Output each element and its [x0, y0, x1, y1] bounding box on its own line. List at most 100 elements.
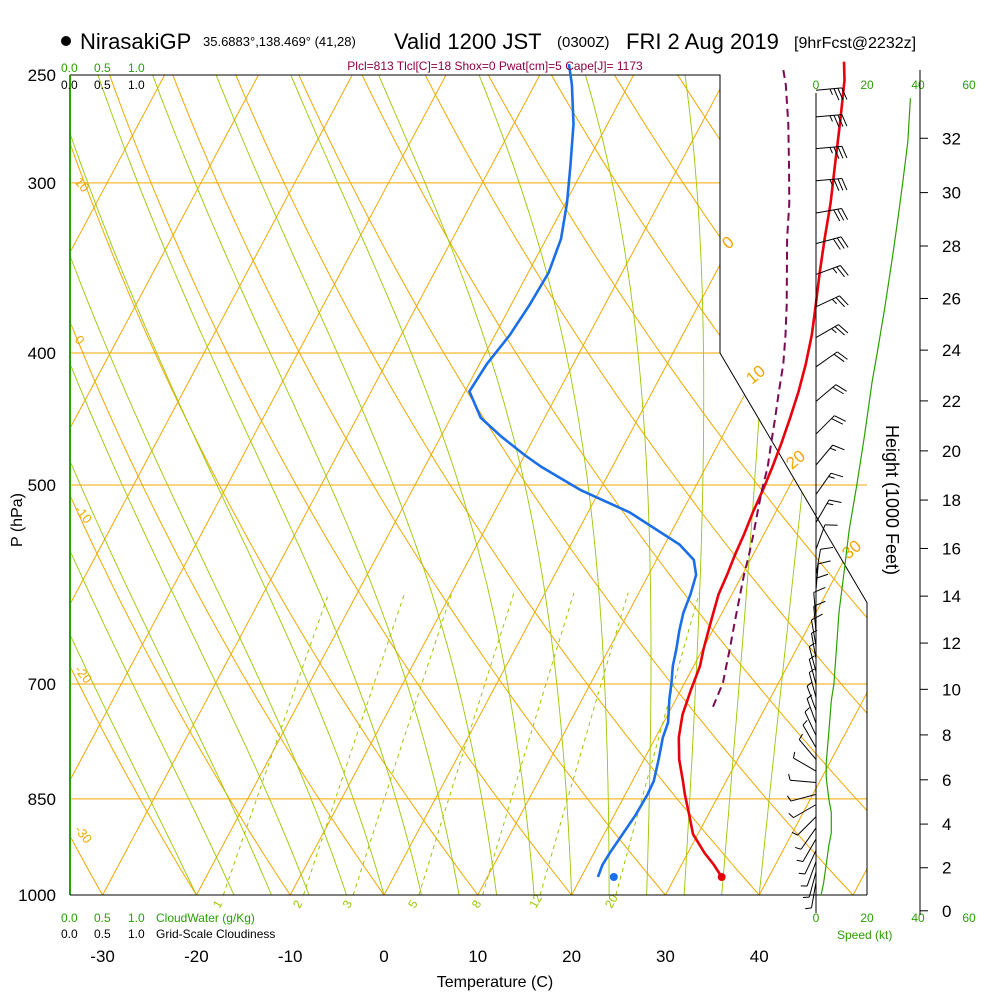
valid-date: FRI 2 Aug 2019: [626, 29, 779, 54]
isotherm-label: 10: [72, 174, 93, 195]
isotherm-label: -30: [72, 822, 96, 846]
theta-label: 20: [782, 446, 809, 473]
wind-barb: [813, 600, 826, 633]
temperature-tick-label: 10: [468, 947, 487, 966]
wind-barb-half-flag: [788, 773, 791, 781]
wind-barb-flag: [836, 237, 845, 249]
pressure-tick-label: 300: [28, 174, 56, 193]
isotherm-line: [852, 75, 867, 895]
moist-adiabat-line: [70, 75, 197, 895]
isotherm-line: [70, 75, 259, 895]
mixing-ratio-label: 2: [290, 897, 306, 910]
height-tick-label: 24: [942, 341, 961, 360]
wind-barb-flag: [811, 613, 823, 621]
wind-barb-flag: [837, 178, 844, 191]
height-tick-label: 12: [942, 634, 961, 653]
dry-adiabat-line: [424, 75, 867, 895]
wind-barb-staff: [793, 804, 817, 819]
wind-barb-flag: [841, 87, 848, 100]
cloud-water-label: CloudWater (g/Kg): [156, 911, 255, 925]
temperature-tick-label: 20: [562, 947, 581, 966]
moist-adiabat-line: [70, 75, 347, 895]
moist-adiabat-line: [584, 75, 652, 895]
wind-barb-staff: [806, 698, 817, 724]
station-dot-icon: [61, 36, 71, 46]
wind-barb-half-flag: [826, 502, 834, 506]
wind-barb-half-flag: [794, 846, 802, 850]
wind-barb: [815, 524, 838, 550]
data-layer: [467, 61, 846, 881]
moist-adiabat-line: [378, 75, 573, 895]
wind-barb-half-flag: [800, 885, 808, 887]
mixing-ratio-line: [482, 592, 575, 895]
wind-barb: [815, 324, 849, 339]
cloudwater-top-tick: 0.0: [61, 61, 78, 75]
isotherm-line: [664, 75, 867, 895]
moist-adiabat-line: [70, 75, 310, 895]
cloudwater-bottom-tick: 1.0: [128, 911, 145, 925]
wind-barb-staff: [810, 619, 817, 646]
wind-barb-staff: [797, 816, 817, 836]
wind-barb-half-flag: [806, 694, 813, 700]
wind-barb-flag: [832, 238, 841, 250]
cloudiness-bottom-tick: 0.0: [61, 927, 78, 941]
wind-barb-staff: [815, 563, 819, 590]
wind-barb-staff: [806, 861, 817, 887]
wind-barb-flag: [833, 115, 840, 128]
mixing-ratio-label: 5: [405, 897, 421, 910]
moist-adiabat-line: [97, 75, 422, 895]
wind-barb-staff: [813, 606, 817, 633]
wind-barb-staff: [815, 295, 840, 308]
height-tick-label: 18: [942, 491, 961, 510]
wind-barb: [815, 351, 848, 368]
wind-speed-label: Speed (kt): [837, 928, 892, 942]
dry-adiabat-line: [70, 75, 291, 895]
wind-barb-half-flag: [832, 267, 838, 274]
height-tick-label: 14: [942, 587, 961, 606]
moist-adiabat-line: [70, 75, 272, 895]
wind-barb-flag: [841, 114, 848, 127]
wind-barb: [788, 804, 817, 819]
wind-barb-half-flag: [806, 681, 813, 687]
wind-barb-staff: [815, 87, 842, 91]
wind-speed-top-tick: 20: [860, 78, 874, 92]
wind-barb-staff: [815, 384, 837, 402]
wind-barb-flag: [837, 114, 844, 127]
moist-adiabat-line: [215, 75, 498, 895]
wind-barb: [815, 145, 848, 159]
wind-barb-staff: [815, 324, 839, 339]
wind-barb-staff: [802, 724, 817, 748]
theta-label: 30: [838, 536, 865, 563]
wind-barb-flag: [839, 295, 849, 306]
wind-barb-flag: [832, 386, 844, 395]
isotherm-line: [571, 75, 867, 895]
wind-barb-half-flag: [805, 907, 812, 910]
wind-barb-half-flag: [802, 719, 808, 726]
wind-barb: [804, 707, 817, 736]
mixing-ratio-line: [418, 592, 515, 895]
theta-label: 0: [718, 232, 737, 253]
wind-speed-top-tick: 0: [813, 78, 820, 92]
wind-barb: [815, 573, 829, 605]
height-tick-label: 26: [942, 290, 961, 309]
height-tick-label: 2: [942, 859, 951, 878]
mixing-ratio-line: [352, 592, 453, 895]
wind-barb: [815, 208, 849, 222]
wind-barb-flag: [818, 560, 831, 565]
wind-barb-staff: [815, 549, 822, 575]
plot-border: [70, 74, 868, 895]
cloudiness-top-tick: 0.5: [94, 78, 111, 92]
y-axis-title: P (hPa): [9, 493, 26, 547]
wind-barb-staff: [808, 871, 817, 898]
wind-barb: [815, 114, 848, 128]
wind-barb-staff: [810, 882, 817, 908]
wind-barb-staff: [815, 236, 842, 245]
wind-barb-flag: [837, 88, 844, 101]
x-axis-title: Temperature (C): [437, 974, 553, 991]
wind-barb: [788, 773, 817, 783]
moist-adiabat-line: [70, 75, 385, 895]
wind-barb-flag: [834, 326, 845, 336]
wind-barb-half-flag: [786, 795, 792, 802]
